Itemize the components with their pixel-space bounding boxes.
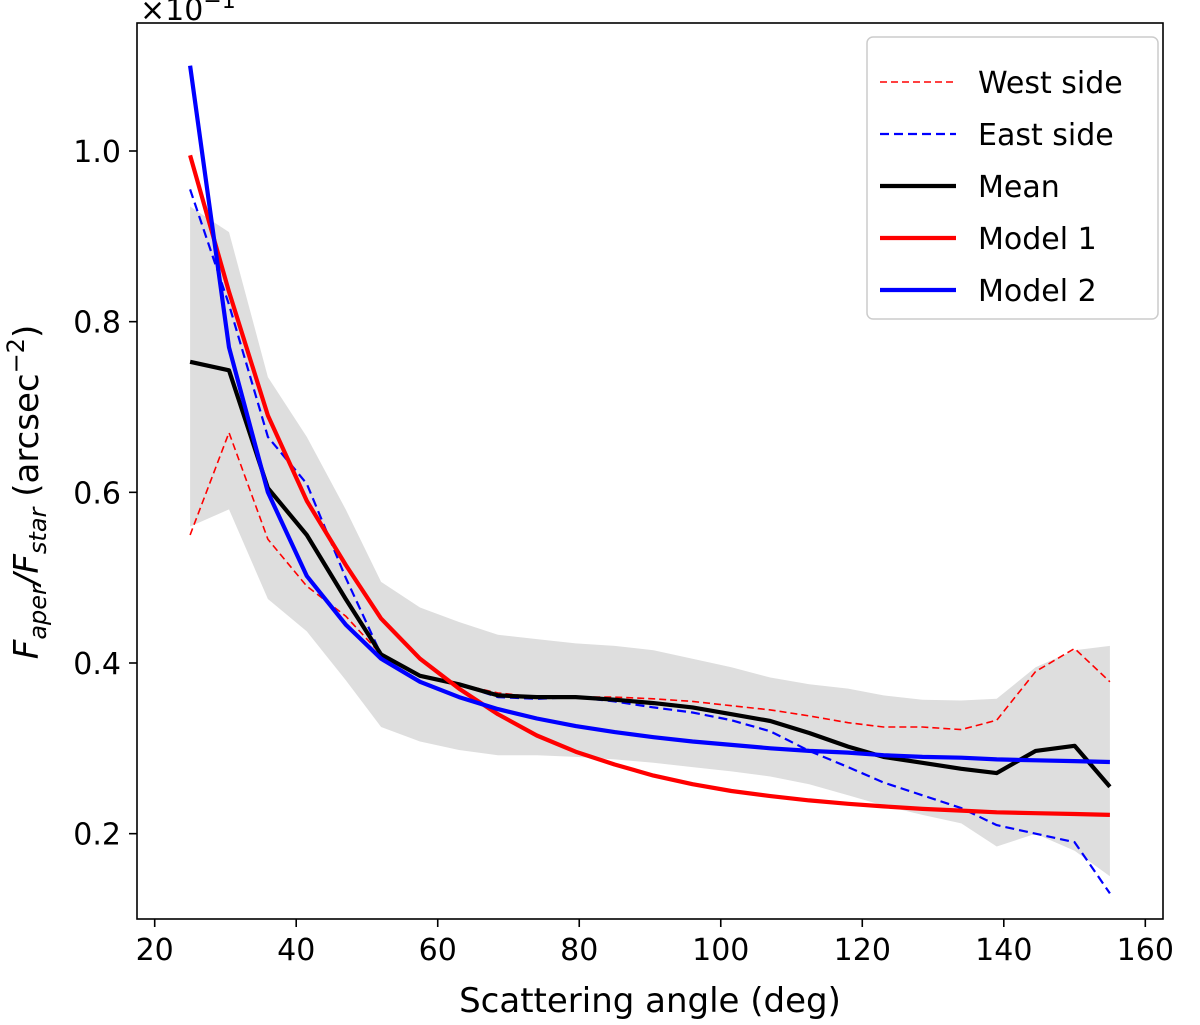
x-tick-label: 20 — [136, 933, 174, 968]
x-axis-ticks: 20 40 60 80 100 120 140 160 — [136, 919, 1174, 968]
y-offset-text: ×10−1 — [140, 0, 236, 28]
uncertainty-band — [190, 206, 1110, 877]
x-axis-title: Scattering angle (deg) — [459, 981, 841, 1021]
legend-label-west-side: West side — [978, 66, 1123, 101]
x-tick-label: 80 — [560, 933, 598, 968]
axes-frame — [136, 22, 1164, 920]
series-lines — [188, 65, 1112, 895]
x-tick-label: 60 — [419, 933, 457, 968]
y-tick-label: 0.8 — [73, 306, 121, 341]
series-line-model-2 — [188, 65, 1110, 765]
y-tick-label: 1.0 — [73, 135, 121, 170]
y-tick-label: 0.6 — [73, 476, 121, 511]
series-line-mean — [189, 359, 1112, 789]
series-line-model-1 — [188, 154, 1110, 817]
legend-box — [866, 36, 1159, 320]
legend-label-model-2: Model 2 — [978, 274, 1097, 309]
legend-label-mean: Mean — [978, 170, 1060, 205]
x-tick-label: 140 — [975, 933, 1032, 968]
uncertainty-band-area — [190, 206, 1110, 877]
y-tick-label: 0.2 — [73, 818, 121, 853]
y-axis-ticks: 0.2 0.4 0.6 0.8 1.0 — [73, 135, 137, 853]
series-line-east-side — [189, 189, 1111, 895]
y-axis-title: Faper/Fstar (arcsec−2) — [2, 325, 52, 659]
legend-label-east-side: East side — [978, 118, 1114, 153]
x-tick-label: 40 — [277, 933, 315, 968]
series-line-west-side — [189, 431, 1111, 731]
legend-label-model-1: Model 1 — [978, 222, 1097, 257]
x-tick-label: 160 — [1117, 933, 1174, 968]
y-tick-label: 0.4 — [73, 647, 121, 682]
x-tick-label: 100 — [692, 933, 749, 968]
x-tick-label: 120 — [834, 933, 891, 968]
legend: West side East side Mean Model 1 Model 2 — [866, 36, 1159, 320]
